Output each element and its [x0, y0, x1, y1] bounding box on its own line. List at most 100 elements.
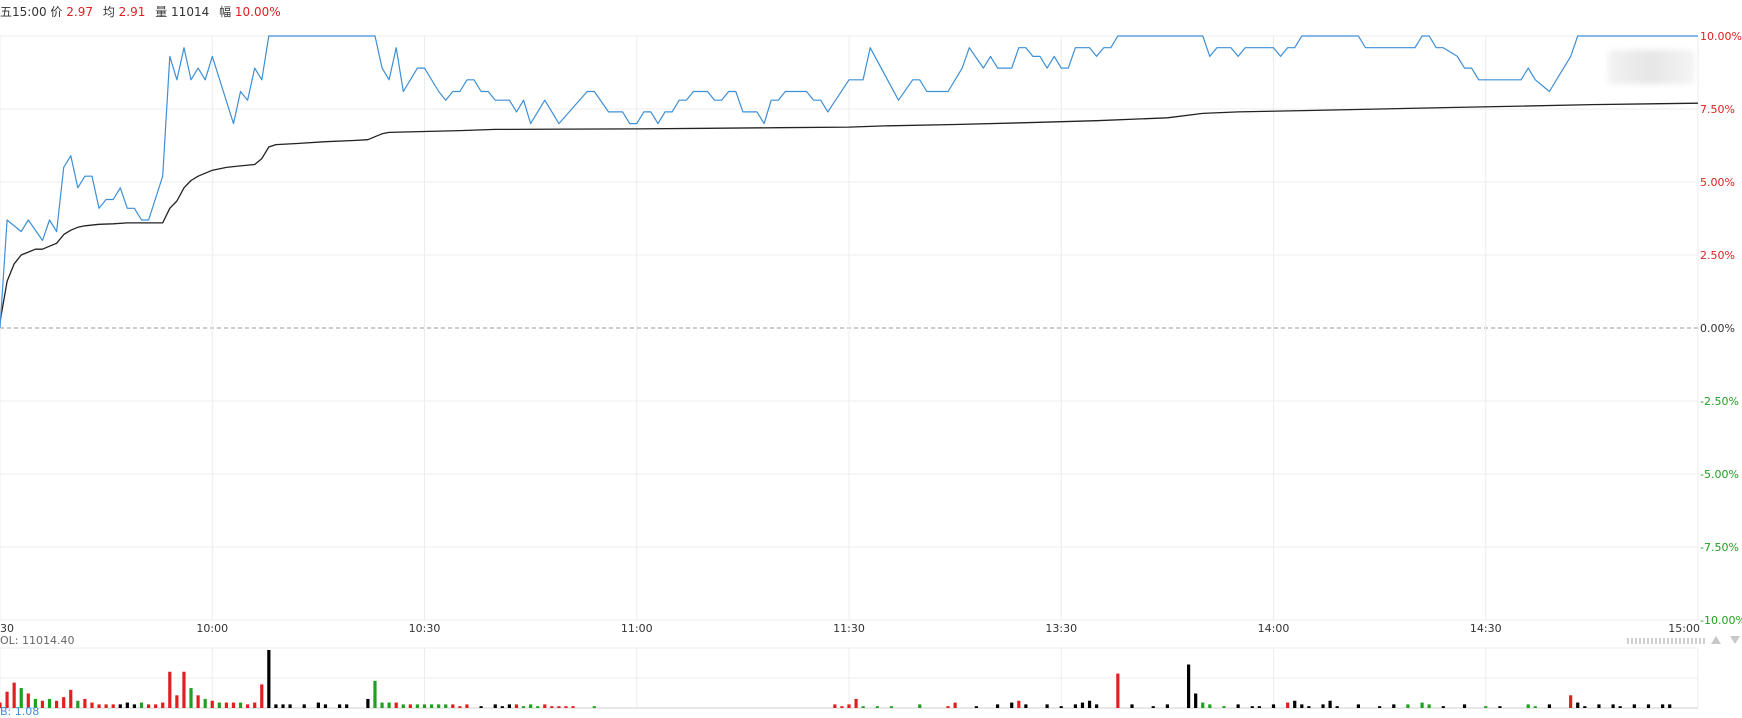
avg-line-layer: [0, 102, 1699, 323]
volume-bar: [33, 698, 37, 708]
volume-bar: [437, 704, 441, 708]
volume-bar: [465, 704, 469, 708]
volume-bar: [203, 698, 207, 708]
price-label: 价: [50, 5, 63, 19]
scroll-dots[interactable]: [1627, 638, 1705, 644]
volume-bar: [408, 704, 412, 708]
volume-bar: [125, 702, 129, 708]
volume-bar: [1045, 704, 1049, 708]
y-tick-label: 0.00%: [1700, 322, 1735, 335]
x-tick-label: 13:30: [1045, 622, 1077, 635]
volume-bar: [1462, 704, 1467, 708]
volume-bar: [1293, 700, 1297, 708]
volume-bar: [1356, 704, 1360, 708]
volume-bar: [557, 706, 561, 708]
volume-bar: [146, 704, 151, 708]
b-readout: B: 1.08: [0, 705, 40, 718]
time-readout: 五15:00: [0, 5, 47, 19]
volume-bar: [571, 706, 575, 708]
volume-bar: [345, 704, 349, 708]
volume-bar: [1420, 702, 1424, 708]
volume-bar: [1526, 704, 1530, 708]
volume-bar: [415, 704, 420, 708]
volume-bar: [394, 702, 398, 708]
volume-bar: [1378, 706, 1382, 708]
volume-bar: [995, 704, 1000, 708]
x-tick-label: 10:00: [196, 622, 228, 635]
scroll-up-icon[interactable]: [1711, 636, 1721, 644]
y-tick-label: 2.50%: [1700, 249, 1735, 262]
grid: [0, 35, 1699, 709]
volume-bar: [1087, 700, 1092, 708]
x-tick-label: 15:00: [1668, 622, 1700, 635]
volume-bar: [281, 704, 285, 708]
volume-readout: OL: 11014.40: [0, 634, 75, 647]
volume-bar: [974, 706, 978, 708]
volume-bar: [1286, 702, 1290, 708]
volume-value: 11014: [171, 5, 210, 19]
volume-bar: [132, 704, 137, 708]
volume-bar: [1321, 704, 1325, 708]
volume-bar: [1576, 702, 1580, 708]
volume-bar: [260, 684, 264, 708]
volume-bar: [1257, 706, 1261, 708]
scroll-down-icon[interactable]: [1730, 636, 1740, 644]
volume-bar: [267, 650, 271, 708]
volume-bar: [139, 702, 144, 708]
volume-bar: [550, 706, 554, 708]
volume-bar: [847, 704, 851, 708]
volume-bar: [543, 704, 547, 708]
volume-bar: [1080, 702, 1085, 708]
volume-bar: [1569, 695, 1573, 708]
volume-bar: [323, 704, 328, 708]
volume-bar: [1250, 706, 1254, 708]
volume-bar: [316, 702, 320, 708]
price-line-layer: [0, 35, 1698, 329]
volume-bar: [1059, 706, 1063, 708]
volume-bar: [189, 688, 193, 708]
volume-bar: [40, 700, 45, 708]
volume-bar: [1547, 704, 1552, 708]
x-tick-label: 11:30: [833, 622, 865, 635]
volume-bar: [1533, 706, 1537, 708]
volume-bar: [1484, 706, 1488, 708]
volume-bar: [1095, 704, 1099, 708]
volume-bar: [1151, 706, 1155, 708]
volume-bar: [1406, 704, 1410, 708]
volume-bar: [1328, 700, 1332, 708]
volume-bar: [154, 704, 158, 708]
volume-bar: [507, 704, 511, 708]
volume-bar: [1646, 704, 1651, 708]
volume-bar: [1668, 704, 1672, 708]
x-tick-label: 10:30: [409, 622, 441, 635]
volume-bar: [1300, 704, 1304, 708]
volume-bar: [231, 702, 236, 708]
volume-bar: [1632, 704, 1636, 708]
volume-bar: [1024, 704, 1028, 708]
volume-bar: [90, 702, 94, 708]
y-tick-label: -10.00%: [1700, 614, 1742, 627]
volume-bar: [246, 704, 250, 708]
volume-label: 量: [155, 5, 168, 19]
volume-bar: [444, 704, 448, 708]
volume-bar: [111, 704, 115, 708]
avg-value: 2.91: [118, 5, 146, 19]
volume-bar: [366, 698, 370, 708]
volume-bar: [1583, 706, 1587, 708]
volume-bar: [1201, 702, 1205, 708]
volume-bar: [1597, 704, 1601, 708]
change-label: 幅: [219, 5, 232, 19]
volume-bar: [302, 704, 306, 708]
volume-bar: [175, 695, 179, 708]
volume-bar: [1187, 664, 1191, 708]
volume-bar: [182, 671, 186, 708]
volume-bar: [514, 704, 519, 708]
volume-bar: [422, 704, 427, 708]
price-value: 2.97: [66, 5, 93, 19]
volume-bar: [1498, 706, 1502, 708]
x-axis-labels: 30 10:00 10:30 11:00 11:30 13:30 14:00 14:30 15:…: [0, 622, 1700, 635]
x-tick-label: 30: [0, 622, 14, 635]
volume-bar: [1611, 704, 1615, 708]
volume-bar: [168, 671, 172, 708]
